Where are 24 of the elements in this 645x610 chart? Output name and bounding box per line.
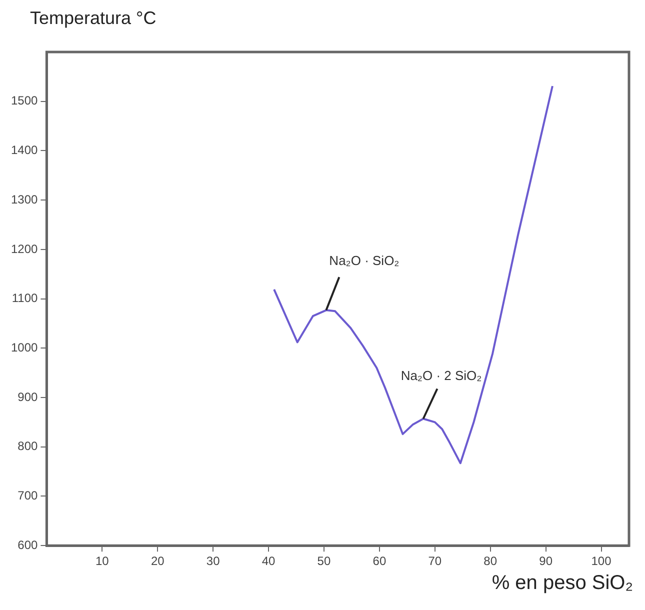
annotation: Na₂O · 2 SiO₂ <box>400 368 482 383</box>
y-tick-label: 800 <box>18 439 38 454</box>
x-tick-label: 60 <box>372 554 386 568</box>
x-tick-label: 20 <box>150 554 165 568</box>
x-tick-label: 40 <box>262 554 276 568</box>
x-tick-label: 100 <box>591 554 612 568</box>
x-tick-label: 30 <box>206 554 220 568</box>
y-tick-label: 1500 <box>10 94 38 108</box>
x-tick-label: 90 <box>539 554 553 568</box>
y-tick-label: 1000 <box>10 340 38 354</box>
y-tick-label: 900 <box>18 390 38 404</box>
y-tick-label: 1400 <box>10 143 38 158</box>
x-tick-label: 80 <box>484 554 498 568</box>
y-axis-title: Temperatura °C <box>29 8 158 30</box>
y-tick-label: 1200 <box>10 242 38 256</box>
annotation: Na₂O · SiO₂ <box>329 253 400 268</box>
y-tick-label: 1100 <box>12 291 38 306</box>
x-tick-label: 10 <box>95 554 110 568</box>
y-tick-label: 1300 <box>10 192 38 206</box>
y-tick-label: 700 <box>18 488 38 503</box>
y-tick-label: 600 <box>18 538 38 552</box>
x-tick-label: 70 <box>428 554 442 568</box>
x-axis-title: % en peso SiO₂ <box>490 572 634 595</box>
x-tick-label: 50 <box>317 554 331 568</box>
